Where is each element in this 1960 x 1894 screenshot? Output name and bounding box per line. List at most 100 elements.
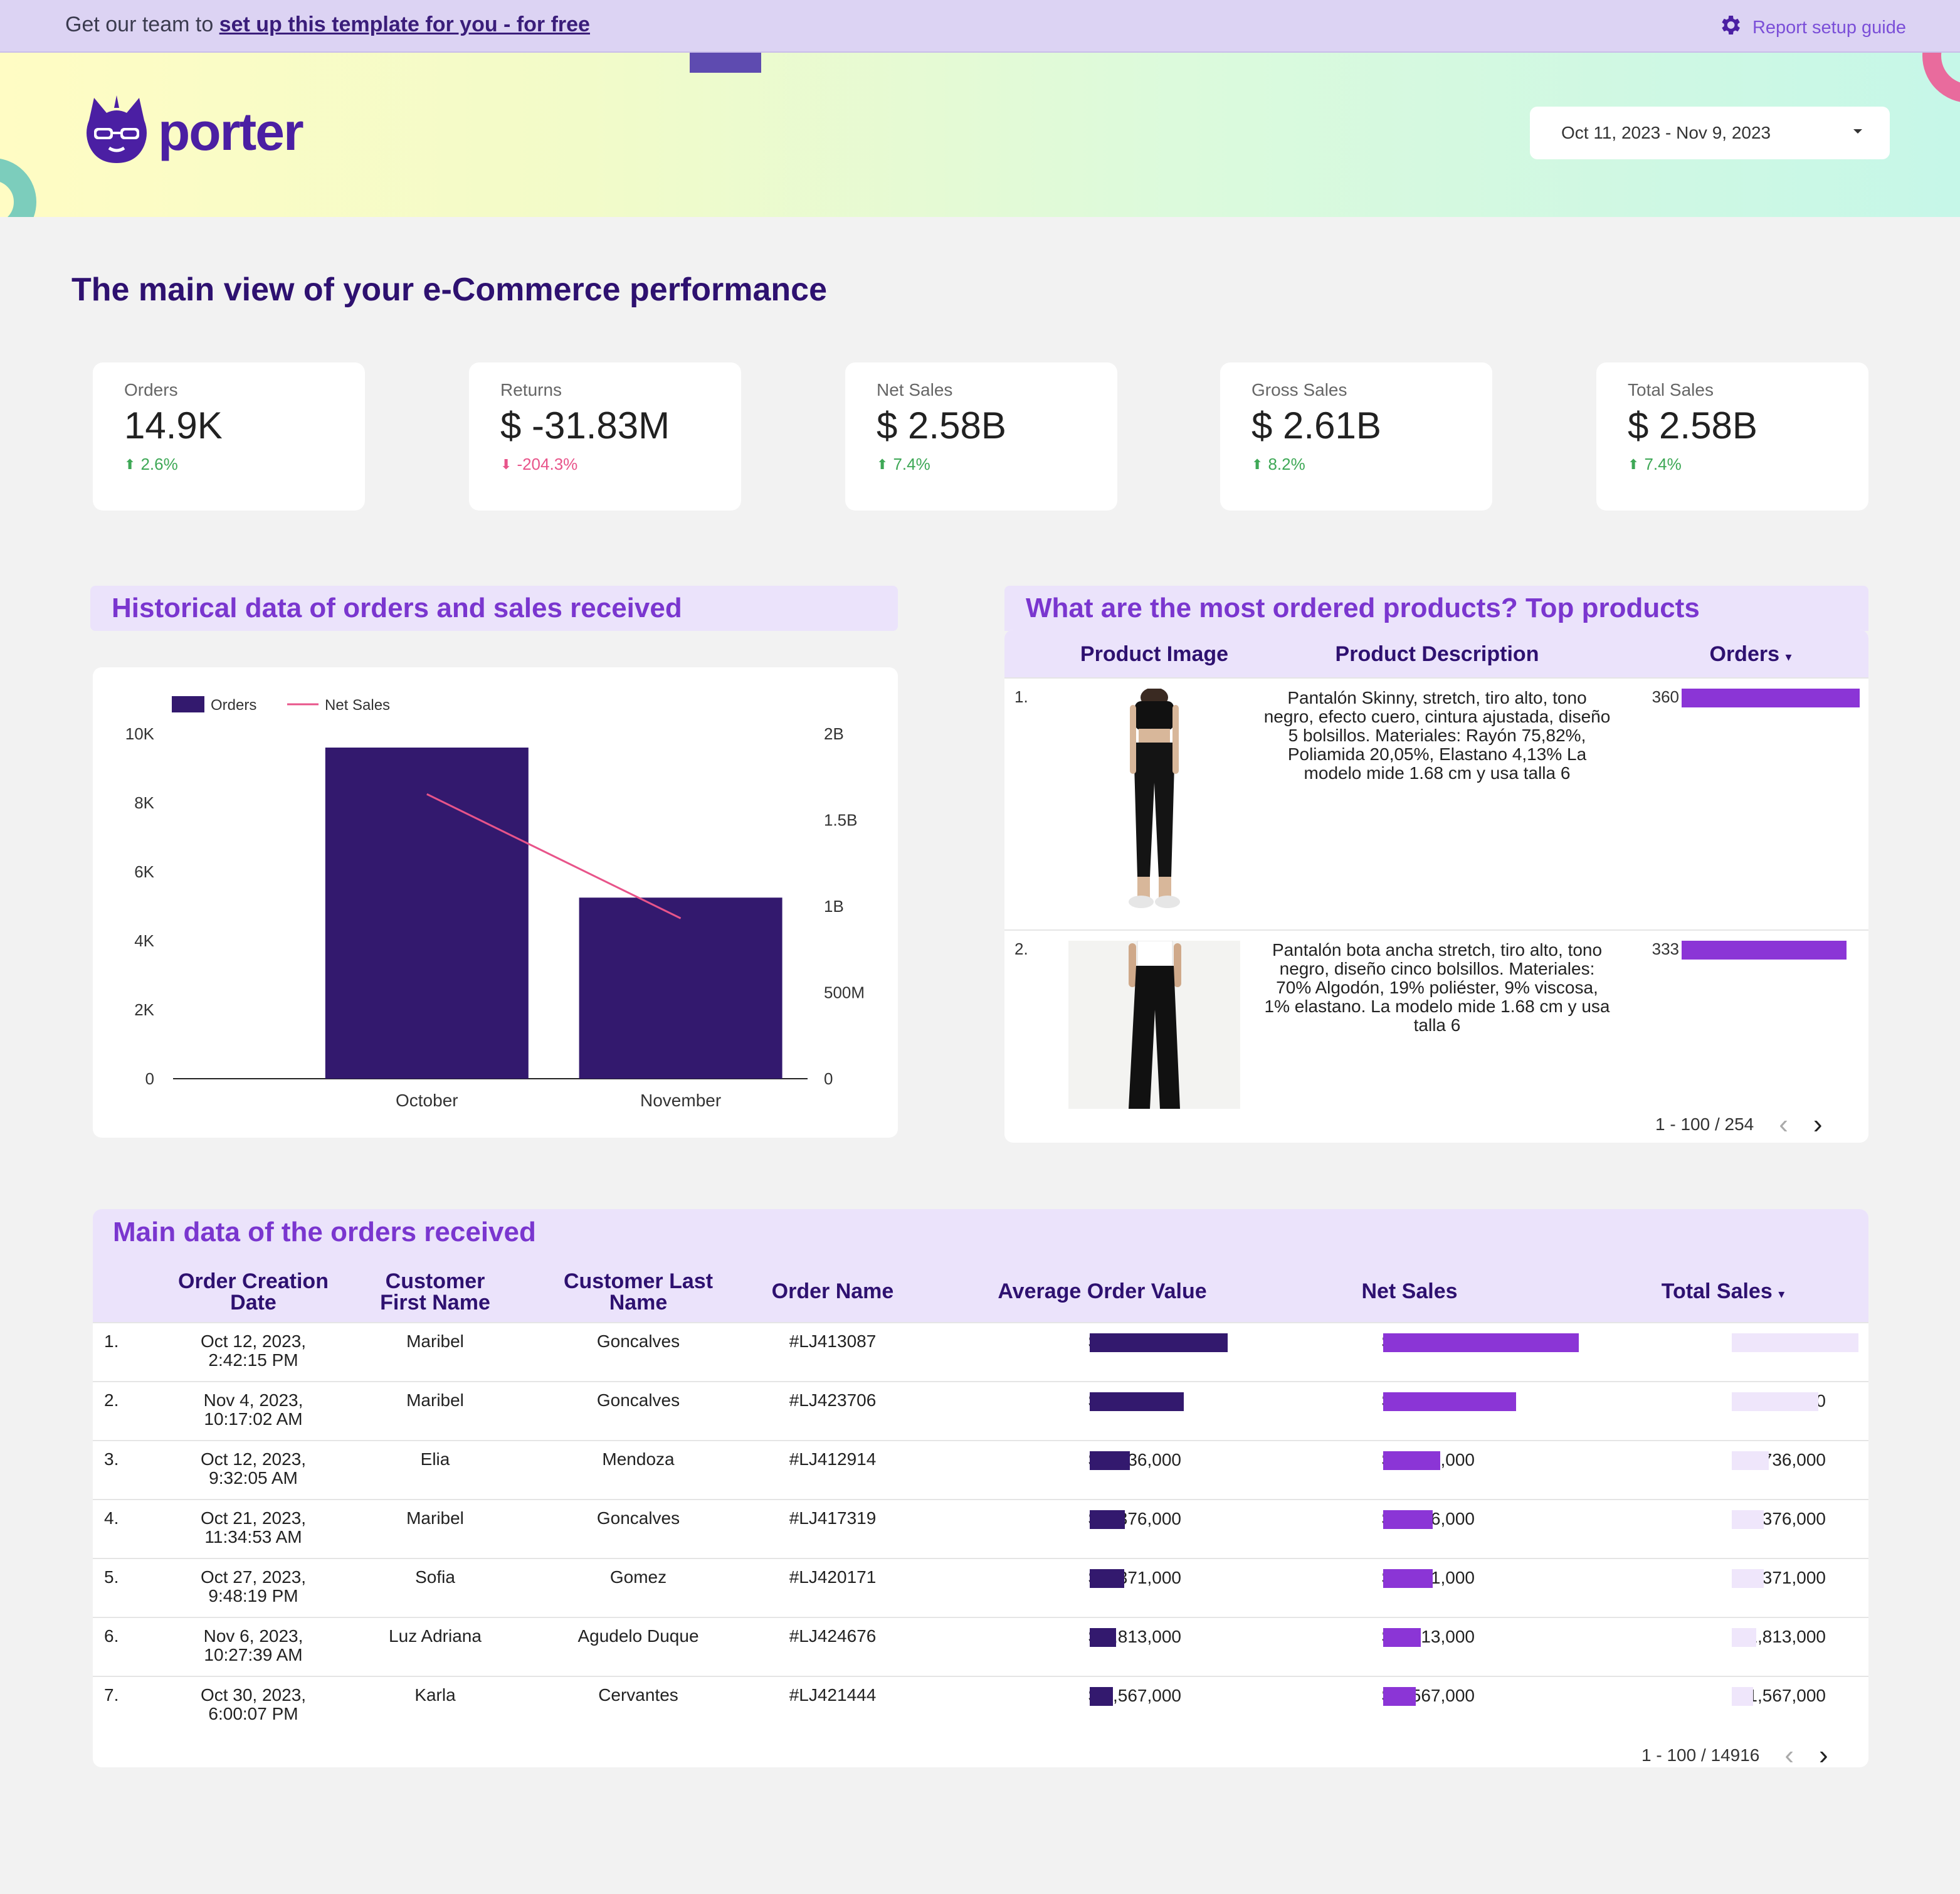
chevron-left-icon[interactable]: ‹ bbox=[1779, 1109, 1788, 1140]
orders-table-header: Main data of the orders received Order C… bbox=[93, 1209, 1868, 1322]
chevron-right-icon[interactable]: › bbox=[1813, 1109, 1823, 1140]
row-index: 1. bbox=[1014, 687, 1028, 706]
net-sales-value: $ 2,376,000 bbox=[1382, 1509, 1475, 1528]
decorative-ring-left bbox=[0, 158, 36, 217]
table-row[interactable]: 1. Pantalón Skinny, stretch, tiro alto, … bbox=[1004, 677, 1868, 929]
report-setup-guide-link[interactable]: Report setup guide bbox=[1717, 13, 1906, 43]
header-hero: porter Oct 11, 2023 - Nov 9, 2023 bbox=[0, 53, 1960, 217]
row-index: 4. bbox=[104, 1508, 119, 1528]
kpi-delta: ⬇ -204.3% bbox=[500, 455, 741, 474]
col-order-name[interactable]: Order Name bbox=[771, 1279, 894, 1303]
col-net-sales[interactable]: Net Sales bbox=[1361, 1279, 1458, 1303]
product-description: Pantalón Skinny, stretch, tiro alto, ton… bbox=[1263, 688, 1611, 783]
y-right-tick-label: 500M bbox=[824, 983, 865, 1002]
pager-range: 1 - 100 / 14916 bbox=[1641, 1745, 1760, 1765]
customer-first-name: Elia bbox=[420, 1449, 450, 1469]
order-date: Oct 12, 2023, bbox=[200, 1449, 307, 1469]
kpi-card-gross-sales[interactable]: Gross Sales $ 2.61B ⬆ 8.2% bbox=[1220, 362, 1492, 511]
y-left-tick-label: 0 bbox=[145, 1069, 154, 1088]
promo-prefix: Get our team to bbox=[65, 13, 219, 36]
product-orders-value: 333 bbox=[1652, 939, 1679, 958]
customer-first-name: Maribel bbox=[406, 1508, 464, 1528]
y-left-tick-label: 8K bbox=[134, 793, 154, 812]
col-customer-last-name[interactable]: Customer Last Name bbox=[563, 1269, 714, 1315]
orders-table: Main data of the orders received Order C… bbox=[93, 1209, 1868, 1767]
row-index: 2. bbox=[104, 1390, 119, 1410]
chevron-right-icon[interactable]: › bbox=[1819, 1740, 1828, 1767]
table-row[interactable]: 7. Oct 30, 2023, 6:00:07 PM Karla Cervantes #… bbox=[93, 1676, 1868, 1735]
chevron-left-icon[interactable]: ‹ bbox=[1784, 1740, 1794, 1767]
aov-bar bbox=[1090, 1333, 1228, 1352]
table-row[interactable]: 2. Pantalón bota ancha stretch, tiro alt… bbox=[1004, 929, 1868, 1143]
table-row[interactable]: 1. Oct 12, 2023, 2:42:15 PM Maribel Goncalve… bbox=[93, 1322, 1868, 1381]
kpi-label: Gross Sales bbox=[1251, 380, 1347, 399]
table-row[interactable]: 2. Nov 4, 2023, 10:17:02 AM Maribel Goncalve… bbox=[93, 1381, 1868, 1440]
order-name: #LJ421444 bbox=[789, 1685, 877, 1705]
col-total-sales[interactable]: Total Sales ▾ bbox=[1598, 1281, 1848, 1305]
col-customer-first-name[interactable]: Customer First Name bbox=[380, 1269, 490, 1315]
col-product-image[interactable]: Product Image bbox=[1080, 642, 1229, 666]
arrow-down-icon: ⬇ bbox=[500, 456, 512, 472]
average-order-value: $ 1,813,000 bbox=[1088, 1627, 1181, 1646]
customer-first-name: Maribel bbox=[406, 1390, 464, 1410]
product-image-skinny-pants bbox=[1068, 687, 1240, 924]
order-creation-date: Oct 12, 2023, 2:42:15 PM bbox=[159, 1332, 347, 1370]
customer-last-name: Mendoza bbox=[602, 1449, 675, 1469]
kpi-delta-value: 7.4% bbox=[893, 455, 930, 474]
kpi-value: 14.9K bbox=[124, 405, 223, 447]
row-index: 7. bbox=[104, 1685, 119, 1705]
history-chart-card[interactable]: Orders Net Sales 0 2K 4K 6K 8K 10K 0 500M 1B 1.5B 2B… bbox=[93, 667, 898, 1138]
row-index: 1. bbox=[104, 1331, 119, 1351]
kpi-delta-value: 8.2% bbox=[1268, 455, 1305, 474]
total-sales-value: $ 1,567,000 bbox=[1733, 1686, 1826, 1705]
kpi-card-net-sales[interactable]: Net Sales $ 2.58B ⬆ 7.4% bbox=[845, 362, 1117, 511]
order-date: Nov 6, 2023, bbox=[203, 1626, 303, 1646]
net-sales-bar bbox=[1383, 1451, 1440, 1470]
orders-pager: 1 - 100 / 14916 ‹ › bbox=[1641, 1740, 1828, 1767]
col-average-order-value[interactable]: Average Order Value bbox=[998, 1279, 1207, 1303]
net-sales-value: $ 2,371,000 bbox=[1382, 1568, 1475, 1587]
order-time: 9:48:19 PM bbox=[208, 1586, 298, 1606]
promo-link[interactable]: set up this template for you - for free bbox=[219, 13, 590, 36]
kpi-card-orders[interactable]: Orders 14.9K ⬆ 2.6% bbox=[93, 362, 365, 511]
col-total-sales-label: Total Sales bbox=[1661, 1279, 1773, 1303]
order-date: Oct 30, 2023, bbox=[200, 1685, 307, 1705]
kpi-card-total-sales[interactable]: Total Sales $ 2.58B ⬆ 7.4% bbox=[1596, 362, 1868, 511]
customer-first-name: Sofia bbox=[415, 1567, 455, 1587]
total-sales-value: $ 2,736,000 bbox=[1733, 1450, 1826, 1469]
net-sales-value: $ 2,736,000 bbox=[1253, 1450, 1475, 1470]
total-sales-bar bbox=[1732, 1451, 1769, 1470]
product-orders-value: 360 bbox=[1652, 687, 1679, 706]
kpi-card-returns[interactable]: Returns $ -31.83M ⬇ -204.3% bbox=[469, 362, 741, 511]
col-order-creation-date[interactable]: Order Creation Date bbox=[178, 1269, 329, 1315]
kpi-value: $ 2.61B bbox=[1251, 405, 1381, 447]
customer-last-name: Goncalves bbox=[596, 1390, 680, 1410]
order-name: #LJ412914 bbox=[789, 1449, 877, 1469]
arrow-up-icon: ⬆ bbox=[1628, 456, 1640, 472]
table-row[interactable]: 6. Nov 6, 2023, 10:27:39 AM Luz Adriana Agud… bbox=[93, 1617, 1868, 1676]
caret-down-icon bbox=[1853, 129, 1862, 134]
history-chart[interactable]: Orders Net Sales 0 2K 4K 6K 8K 10K 0 500M 1B 1.5B 2B… bbox=[93, 667, 898, 1138]
customer-last-name: Goncalves bbox=[596, 1331, 680, 1351]
total-sales-value: $ 2,371,000 bbox=[1733, 1568, 1826, 1587]
col-product-description[interactable]: Product Description bbox=[1335, 642, 1539, 666]
line-net-sales bbox=[426, 793, 682, 919]
order-date: Oct 21, 2023, bbox=[200, 1508, 307, 1528]
average-order-value: $ 1,567,000 bbox=[1088, 1686, 1181, 1705]
decorative-tab-shape bbox=[690, 53, 761, 73]
gear-icon bbox=[1717, 13, 1742, 43]
order-name: #LJ423706 bbox=[789, 1390, 877, 1410]
kpi-delta: ⬆ 7.4% bbox=[1628, 455, 1868, 474]
table-row[interactable]: 4. Oct 21, 2023, 11:34:53 AM Maribel Goncalv… bbox=[93, 1499, 1868, 1558]
table-row[interactable]: 3. Oct 12, 2023, 9:32:05 AM Elia Mendoza #LJ4… bbox=[93, 1440, 1868, 1499]
col-orders[interactable]: Orders ▾ bbox=[1682, 642, 1820, 667]
date-range-picker[interactable]: Oct 11, 2023 - Nov 9, 2023 bbox=[1530, 107, 1890, 159]
order-time: 11:34:53 AM bbox=[204, 1527, 302, 1547]
aov-bar bbox=[1090, 1569, 1124, 1588]
total-sales-bar bbox=[1732, 1392, 1818, 1411]
promo-text: Get our team to set up this template for… bbox=[65, 13, 590, 37]
y-right-tick-label: 1B bbox=[824, 897, 844, 916]
sort-desc-icon: ▾ bbox=[1785, 650, 1792, 664]
table-row[interactable]: 5. Oct 27, 2023, 9:48:19 PM Sofia Gomez #LJ42… bbox=[93, 1558, 1868, 1617]
products-table-header: Product Image Product Description Orders… bbox=[1004, 630, 1868, 677]
